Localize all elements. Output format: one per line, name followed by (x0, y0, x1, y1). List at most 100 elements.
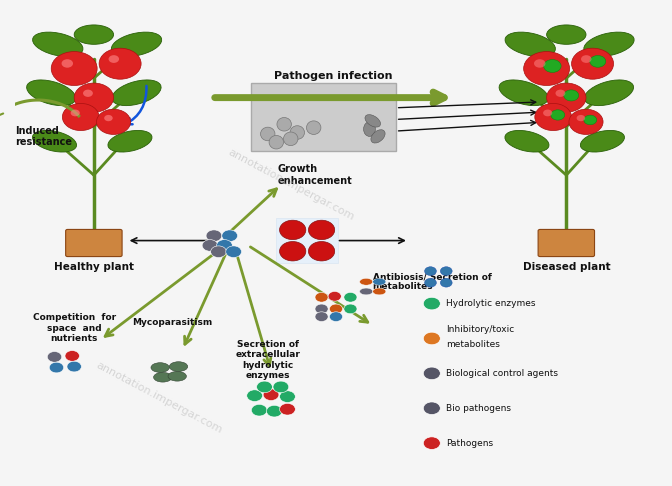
Circle shape (543, 109, 552, 116)
Circle shape (551, 110, 564, 120)
Text: Bio pathogens: Bio pathogens (446, 404, 511, 413)
Circle shape (216, 240, 233, 251)
Text: Competition  for
space  and
nutrients: Competition for space and nutrients (33, 313, 116, 343)
Circle shape (273, 381, 289, 393)
Circle shape (83, 89, 93, 97)
Ellipse shape (364, 122, 376, 137)
FancyBboxPatch shape (66, 229, 122, 257)
Circle shape (315, 304, 328, 314)
Circle shape (535, 104, 572, 131)
Circle shape (569, 109, 603, 135)
Circle shape (251, 404, 267, 416)
Circle shape (584, 115, 597, 125)
Circle shape (423, 332, 440, 345)
Circle shape (62, 104, 99, 131)
Circle shape (329, 312, 343, 322)
Text: Diseased plant: Diseased plant (523, 262, 610, 272)
Ellipse shape (154, 372, 172, 382)
Circle shape (280, 220, 306, 240)
Circle shape (546, 83, 586, 112)
Ellipse shape (112, 80, 161, 105)
Circle shape (67, 361, 81, 372)
Circle shape (222, 230, 238, 242)
Text: Antibiosis/ Secretion of
metabolites: Antibiosis/ Secretion of metabolites (373, 272, 492, 292)
Text: Induced
resistance: Induced resistance (15, 125, 72, 147)
Circle shape (344, 293, 357, 302)
Ellipse shape (108, 130, 152, 152)
Circle shape (257, 381, 272, 393)
Circle shape (523, 52, 570, 86)
Circle shape (308, 242, 335, 261)
Text: metabolites: metabolites (446, 340, 500, 349)
Circle shape (109, 55, 119, 63)
Text: Growth
enhancement: Growth enhancement (278, 164, 352, 186)
Ellipse shape (373, 288, 386, 295)
Ellipse shape (306, 121, 321, 135)
Text: Hydrolytic enzymes: Hydrolytic enzymes (446, 299, 536, 308)
Circle shape (315, 293, 328, 302)
Ellipse shape (499, 80, 548, 105)
Circle shape (280, 403, 295, 415)
Circle shape (206, 230, 222, 242)
Ellipse shape (365, 115, 380, 127)
Circle shape (544, 60, 561, 72)
Ellipse shape (261, 127, 275, 141)
Ellipse shape (371, 130, 385, 143)
Circle shape (577, 115, 585, 121)
FancyBboxPatch shape (251, 83, 396, 151)
Circle shape (564, 90, 579, 101)
Circle shape (202, 240, 218, 251)
Text: Mycoparasitism: Mycoparasitism (132, 318, 213, 327)
Circle shape (49, 362, 64, 373)
Ellipse shape (168, 371, 186, 381)
Text: Secretion of
extracellular
hydrolytic
enzymes: Secretion of extracellular hydrolytic en… (235, 340, 300, 380)
Ellipse shape (169, 362, 187, 371)
Ellipse shape (585, 80, 634, 105)
Circle shape (423, 367, 440, 380)
Circle shape (425, 267, 436, 276)
Circle shape (440, 267, 452, 276)
Circle shape (280, 242, 306, 261)
Circle shape (581, 55, 591, 63)
Text: Biological control agents: Biological control agents (446, 369, 558, 378)
Text: annotation.impergar.com: annotation.impergar.com (95, 361, 224, 435)
Ellipse shape (581, 130, 624, 152)
Circle shape (425, 278, 436, 287)
Ellipse shape (284, 132, 298, 146)
Circle shape (423, 437, 440, 450)
Text: Pathogens: Pathogens (446, 439, 493, 448)
Ellipse shape (290, 126, 304, 139)
Circle shape (247, 390, 263, 401)
Ellipse shape (360, 288, 373, 295)
Circle shape (210, 246, 226, 258)
FancyBboxPatch shape (538, 229, 595, 257)
Ellipse shape (505, 130, 549, 152)
Ellipse shape (505, 32, 555, 56)
Ellipse shape (33, 32, 83, 56)
Circle shape (266, 405, 282, 417)
Circle shape (423, 297, 440, 310)
Circle shape (74, 83, 114, 112)
Ellipse shape (27, 80, 76, 105)
Circle shape (65, 350, 79, 361)
Text: annotation.impergar.com: annotation.impergar.com (226, 147, 355, 223)
Circle shape (344, 304, 357, 314)
Text: Pathogen infection: Pathogen infection (274, 70, 392, 81)
FancyBboxPatch shape (276, 218, 338, 263)
Circle shape (51, 52, 97, 86)
Circle shape (280, 391, 295, 402)
Ellipse shape (360, 278, 373, 285)
Ellipse shape (277, 118, 292, 131)
Ellipse shape (32, 130, 77, 152)
Ellipse shape (112, 32, 162, 56)
Ellipse shape (373, 278, 386, 285)
Ellipse shape (74, 25, 114, 44)
Circle shape (572, 48, 614, 79)
Ellipse shape (584, 32, 634, 56)
Circle shape (99, 48, 141, 79)
Circle shape (226, 246, 241, 258)
Circle shape (423, 402, 440, 415)
Circle shape (104, 115, 113, 121)
Circle shape (97, 109, 130, 135)
Ellipse shape (546, 25, 586, 44)
